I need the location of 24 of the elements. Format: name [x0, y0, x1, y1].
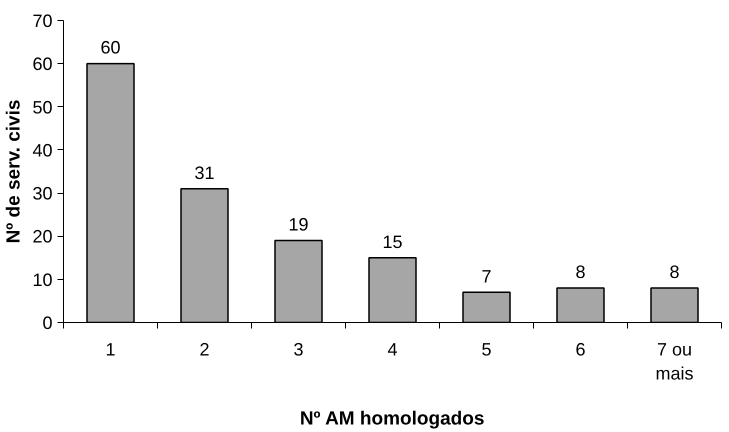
- y-tick-label: 0: [42, 313, 53, 333]
- data-label: 8: [575, 262, 586, 282]
- x-tick-label: 4: [387, 340, 398, 360]
- x-tick-label: 1: [105, 340, 116, 360]
- y-tick-label: 60: [32, 54, 53, 74]
- data-label: 19: [288, 214, 309, 235]
- x-tick-label: 6: [575, 340, 586, 360]
- y-tick-label: 30: [32, 184, 53, 204]
- data-label: 60: [100, 38, 121, 58]
- data-label: 15: [382, 232, 403, 252]
- x-tick-label: 2: [199, 340, 210, 360]
- data-label: 7: [481, 266, 492, 286]
- y-tick-label: 70: [32, 11, 53, 31]
- y-tick-label: 40: [32, 140, 53, 160]
- y-tick-label: 50: [32, 97, 53, 118]
- y-tick-label: 20: [32, 226, 53, 247]
- data-label: 31: [194, 162, 215, 183]
- x-tick-label: 5: [481, 340, 492, 360]
- x-axis-title: Nº AM homologados: [300, 408, 484, 430]
- data-label: 8: [669, 262, 680, 282]
- y-tick-label: 10: [32, 270, 53, 290]
- x-tick-label: 3: [293, 340, 304, 360]
- x-tick-label: 7 ou mais: [656, 340, 694, 384]
- y-axis-title: Nº de serv. civis: [3, 100, 24, 244]
